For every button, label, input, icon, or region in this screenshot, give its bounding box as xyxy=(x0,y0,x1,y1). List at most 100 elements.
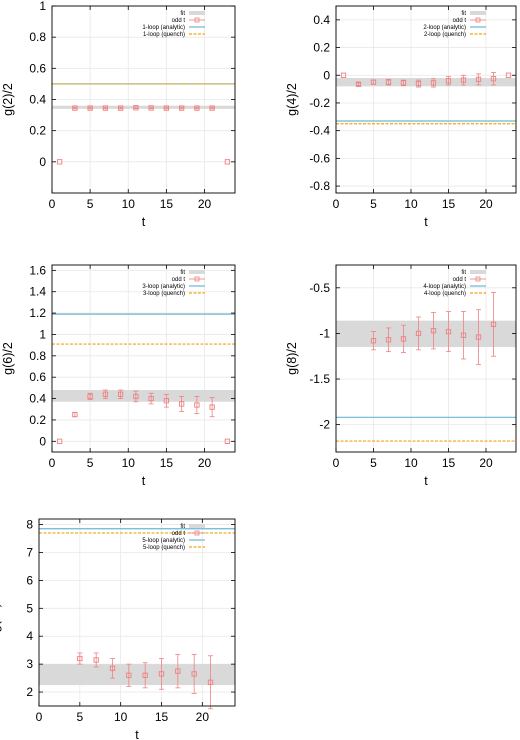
x-axis-label: t xyxy=(424,474,428,488)
y-tick-label: -0.2 xyxy=(309,96,330,110)
y-tick-label: -0.6 xyxy=(309,151,330,165)
legend-swatch-fit xyxy=(470,270,486,274)
data-point xyxy=(133,105,139,111)
y-tick-label: -2 xyxy=(319,418,330,432)
y-tick-label: 1.2 xyxy=(29,306,46,320)
x-tick-label: 20 xyxy=(198,456,212,470)
x-tick-label: 10 xyxy=(122,197,136,211)
y-tick-label: 1 xyxy=(39,0,46,13)
fit-band xyxy=(336,320,516,348)
legend-label: fit xyxy=(180,270,185,276)
data-point xyxy=(340,72,347,78)
legend-label: odd t xyxy=(172,277,186,283)
y-axis-label: g(2)/2 xyxy=(1,83,15,116)
legend-label: odd t xyxy=(172,18,186,24)
data-point xyxy=(163,398,170,404)
legend-swatch-odd-marker xyxy=(194,530,200,536)
data-point xyxy=(209,404,215,410)
x-axis-label: t xyxy=(424,215,428,229)
legend-label: 3-loop (analytic) xyxy=(142,284,185,290)
plot-frame xyxy=(335,5,517,194)
x-axis-label: t xyxy=(135,728,139,740)
data-point xyxy=(385,79,392,85)
legend-swatch-fit xyxy=(189,524,205,528)
plot-frame xyxy=(51,264,236,453)
y-tick-label: 4 xyxy=(26,629,33,643)
data-point xyxy=(224,438,231,444)
y-tick-label: 0 xyxy=(323,68,330,82)
data-point xyxy=(370,79,377,85)
x-axis-label: t xyxy=(142,474,146,488)
legend-label: fit xyxy=(461,11,466,17)
y-axis-label: g(4)/2 xyxy=(285,83,299,116)
data-point xyxy=(117,105,124,111)
data-point xyxy=(87,105,93,111)
x-tick-label: 0 xyxy=(333,456,340,470)
data-point xyxy=(102,391,109,397)
y-tick-label: -0.8 xyxy=(309,179,330,193)
data-point xyxy=(445,328,452,335)
x-tick-label: 15 xyxy=(442,197,456,211)
data-point xyxy=(475,334,482,340)
data-point xyxy=(163,105,170,111)
data-point xyxy=(87,393,93,400)
y-axis-label: g(6)/2 xyxy=(1,342,15,375)
x-tick-label: 20 xyxy=(198,197,212,211)
data-point xyxy=(56,159,63,165)
legend-label: fit xyxy=(180,524,185,530)
legend-swatch-odd-marker xyxy=(194,17,200,23)
plot-frame xyxy=(38,518,236,707)
y-tick-label: 3 xyxy=(26,657,33,671)
legend-label: 1-loop (quench) xyxy=(143,32,185,38)
x-tick-label: 10 xyxy=(114,710,128,724)
data-point xyxy=(191,671,197,677)
legend-label: 2-loop (analytic) xyxy=(423,25,466,31)
data-point xyxy=(400,336,407,342)
data-point xyxy=(224,159,231,165)
data-point xyxy=(460,77,467,83)
data-point xyxy=(370,338,377,344)
x-tick-label: 20 xyxy=(479,456,493,470)
y-tick-label: 0.2 xyxy=(313,41,330,55)
x-tick-label: 0 xyxy=(333,197,340,211)
legend-label: 1-loop (analytic) xyxy=(142,25,185,31)
x-tick-label: 20 xyxy=(196,710,210,724)
y-tick-label: 0.4 xyxy=(29,392,46,406)
x-tick-label: 15 xyxy=(160,456,174,470)
x-tick-label: 15 xyxy=(442,456,456,470)
legend-swatch-fit xyxy=(470,11,486,15)
legend-label: 3-loop (quench) xyxy=(143,291,185,297)
y-tick-label: 1.4 xyxy=(29,285,46,299)
data-point xyxy=(77,655,83,662)
data-point xyxy=(415,330,422,337)
y-tick-label: 7 xyxy=(26,545,33,559)
data-point xyxy=(490,76,497,82)
x-tick-label: 0 xyxy=(49,456,56,470)
y-tick-label: 0.2 xyxy=(29,124,46,138)
y-tick-label: 0.6 xyxy=(29,370,46,384)
legend-swatch-odd-marker xyxy=(194,276,200,282)
data-point xyxy=(355,81,362,87)
data-point xyxy=(178,401,185,407)
plot-frame xyxy=(335,264,517,453)
data-point xyxy=(102,105,109,111)
data-point xyxy=(194,105,200,111)
data-point xyxy=(142,672,148,678)
x-axis-label: t xyxy=(142,215,146,229)
fit-band xyxy=(39,664,235,686)
legend-label: 5-loop (quench) xyxy=(143,545,185,551)
y-tick-label: 5 xyxy=(26,601,33,615)
legend-label: odd t xyxy=(172,531,186,537)
data-point xyxy=(178,105,185,111)
data-point xyxy=(385,337,392,343)
data-point xyxy=(460,332,467,338)
y-tick-label: 0.8 xyxy=(29,30,46,44)
fit-band xyxy=(52,105,235,109)
y-axis-label: g(8)/2 xyxy=(285,342,299,375)
x-tick-label: 0 xyxy=(36,710,43,724)
data-point xyxy=(126,672,132,678)
x-tick-label: 10 xyxy=(122,456,136,470)
x-tick-label: 15 xyxy=(155,710,169,724)
data-point xyxy=(109,665,116,671)
